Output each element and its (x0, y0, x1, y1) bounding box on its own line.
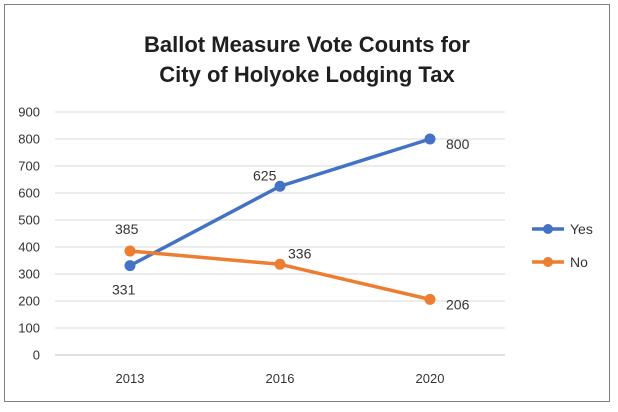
chart-title: Ballot Measure Vote Counts for City of H… (4, 30, 610, 90)
y-tick-label: 400 (18, 240, 40, 255)
data-point-no (274, 258, 286, 270)
legend-marker-yes (543, 224, 553, 234)
data-label-yes: 331 (112, 282, 136, 298)
data-labels: 331 625 800 385 336 206 (112, 136, 470, 312)
chart-frame (4, 4, 610, 402)
data-point-yes (124, 260, 136, 272)
y-tick-label: 100 (18, 321, 40, 336)
y-tick-label: 300 (18, 267, 40, 282)
data-label-no: 206 (446, 296, 470, 312)
y-axis-tick-labels: 0 100 200 300 400 500 600 700 800 900 (18, 105, 40, 363)
data-point-yes (274, 180, 286, 192)
y-tick-label: 700 (18, 159, 40, 174)
legend-label-no: No (570, 254, 588, 270)
legend-label-yes: Yes (570, 221, 593, 237)
x-tick-label: 2020 (416, 371, 445, 386)
data-point-no (424, 293, 436, 305)
legend: Yes No (532, 221, 593, 270)
x-tick-label: 2013 (116, 371, 145, 386)
y-tick-label: 0 (33, 348, 40, 363)
y-tick-label: 800 (18, 132, 40, 147)
legend-marker-no (543, 257, 553, 267)
chart-title-line-2: City of Holyoke Lodging Tax (159, 62, 455, 87)
y-tick-label: 600 (18, 186, 40, 201)
x-axis-tick-labels: 2013 2016 2020 (116, 371, 445, 386)
x-tick-label: 2016 (266, 371, 295, 386)
data-label-no: 385 (115, 221, 139, 237)
series-line-no (128, 249, 432, 302)
y-tick-label: 900 (18, 105, 40, 120)
data-label-yes: 625 (253, 167, 277, 183)
gridlines (55, 111, 505, 356)
y-tick-label: 200 (18, 294, 40, 309)
data-point-no (124, 245, 136, 257)
y-tick-label: 500 (18, 213, 40, 228)
data-label-no: 336 (288, 245, 312, 261)
data-label-yes: 800 (446, 136, 470, 152)
data-point-yes (424, 133, 436, 145)
chart-title-line-1: Ballot Measure Vote Counts for (144, 32, 470, 57)
series-group (124, 133, 436, 305)
